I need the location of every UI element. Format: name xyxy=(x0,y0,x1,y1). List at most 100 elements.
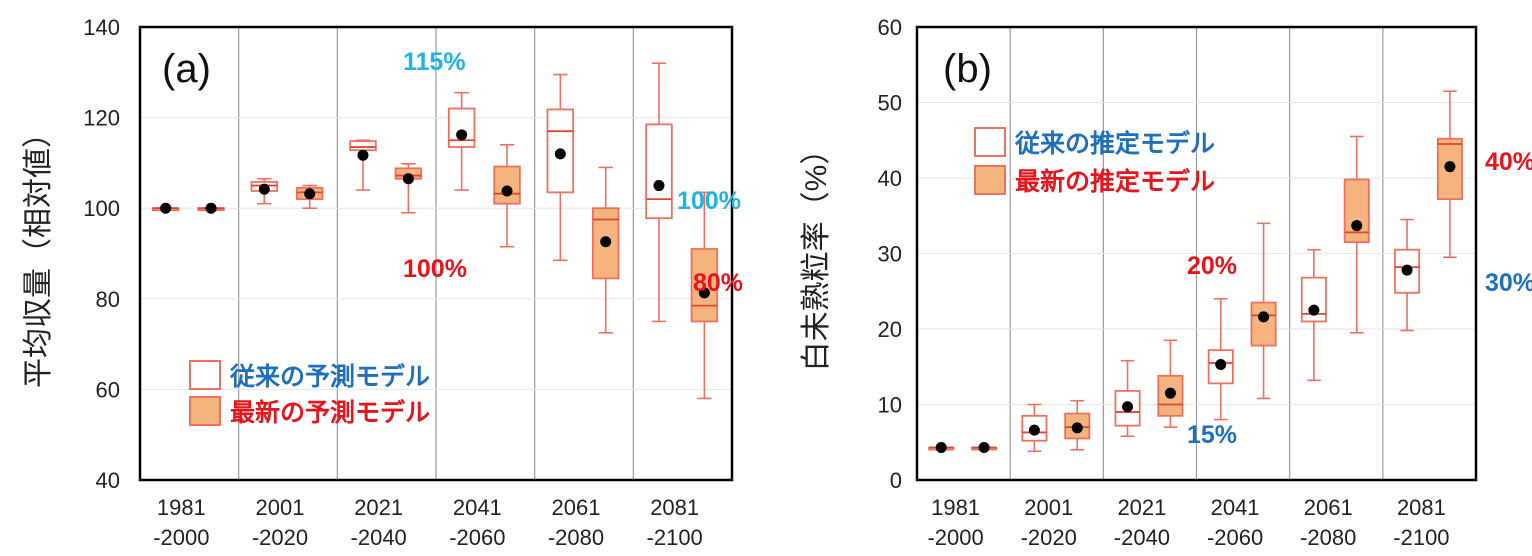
mean-point xyxy=(1308,304,1320,316)
x-tick-label-b-4: 2061 -2080 xyxy=(1300,495,1356,550)
legend-b: 従来の推定モデル 最新の推定モデル xyxy=(974,127,1215,196)
box-body xyxy=(546,108,575,194)
grid-lines-a xyxy=(140,27,732,480)
box-a-hollow-1 xyxy=(250,177,279,205)
box-body xyxy=(493,165,521,205)
x-tick-label-a-3: 2041 -2060 xyxy=(449,495,505,550)
box-body xyxy=(1157,374,1184,417)
x-tick-label-a-1: 2001 -2020 xyxy=(252,495,308,550)
y-tick-label-b-6: 60 xyxy=(878,15,902,40)
mean-point xyxy=(653,180,665,192)
box-a-filled-1 xyxy=(295,184,324,209)
mean-point xyxy=(1122,401,1134,413)
annotation-b-3: 40% xyxy=(1485,148,1532,176)
mean-point xyxy=(935,442,947,454)
y-axis-label-b: 白未熟粒率（%） xyxy=(800,135,833,372)
boxes-a xyxy=(151,62,719,400)
box-body xyxy=(645,123,673,220)
legend-swatch-filled-a xyxy=(189,396,221,426)
annotation-a-4: 80% xyxy=(693,269,743,297)
box-b-filled-0 xyxy=(971,442,998,454)
box-body xyxy=(447,107,476,148)
mean-point xyxy=(978,442,990,454)
mean-point xyxy=(1258,311,1270,323)
y-tick-label-b-5: 50 xyxy=(878,91,902,116)
box-b-hollow-2 xyxy=(1114,359,1141,438)
mean-point xyxy=(1351,220,1363,232)
mean-point xyxy=(600,236,612,248)
legend-swatch-filled-b xyxy=(974,165,1006,195)
x-tick-label-b-3: 2041 -2060 xyxy=(1207,495,1263,550)
mean-point xyxy=(205,202,217,214)
box-body xyxy=(690,248,719,323)
x-tick-label-b-2: 2021 -2040 xyxy=(1114,495,1170,550)
annotation-a-2: 100% xyxy=(403,255,467,283)
legend-label-filled-b: 最新の推定モデル xyxy=(1015,167,1215,196)
box-a-hollow-3 xyxy=(447,91,476,191)
mean-point xyxy=(304,188,316,200)
box-a-hollow-5 xyxy=(645,62,673,323)
boxes-b xyxy=(928,90,1463,454)
box-a-hollow-2 xyxy=(349,139,377,191)
y-axis-label-a: 平均収量（相対値） xyxy=(22,118,55,388)
chart-panel-a: 40 60 80 100 120 140 1981 -2000 2001 -2020 2021 -2… xyxy=(22,15,743,550)
mean-point xyxy=(554,148,566,160)
y-ticks-a: 40 60 80 100 120 140 xyxy=(83,15,120,493)
mean-point xyxy=(258,183,270,195)
y-tick-label-a-5: 140 xyxy=(83,15,120,40)
mean-point xyxy=(1401,264,1413,276)
legend-swatch-hollow-a xyxy=(189,360,221,390)
x-tick-label-a-5: 2081 -2100 xyxy=(647,495,703,550)
annotation-b-2: 15% xyxy=(1187,421,1237,449)
box-b-filled-4 xyxy=(1343,135,1370,334)
box-b-hollow-4 xyxy=(1300,248,1327,382)
y-ticks-b: 0 10 20 30 40 50 60 xyxy=(878,15,902,493)
x-ticks-a: 1981 -2000 2001 -2020 2021 -2040 2041 -2060 2061… xyxy=(153,495,703,550)
box-a-filled-2 xyxy=(394,163,423,214)
mean-point xyxy=(456,129,468,141)
mean-point xyxy=(357,149,369,161)
x-tick-label-a-2: 2021 -2040 xyxy=(351,495,407,550)
box-body xyxy=(1250,301,1277,347)
mean-point xyxy=(1444,161,1456,173)
y-tick-label-b-3: 30 xyxy=(878,242,902,267)
box-b-filled-3 xyxy=(1250,222,1277,400)
mean-point xyxy=(1028,424,1040,436)
plot-area-a xyxy=(138,25,734,482)
legend-label-hollow-b: 従来の推定モデル xyxy=(1014,129,1215,158)
box-a-filled-3 xyxy=(493,143,521,248)
box-a-hollow-4 xyxy=(546,73,575,262)
legend-swatch-hollow-b xyxy=(974,127,1006,157)
box-b-hollow-5 xyxy=(1394,218,1421,332)
box-b-filled-5 xyxy=(1436,90,1463,259)
y-tick-label-b-2: 20 xyxy=(878,317,902,342)
legend-label-hollow-a: 従来の予測モデル xyxy=(229,362,430,391)
mean-point xyxy=(160,202,172,214)
x-ticks-b: 1981 -2000 2001 -2020 2021 -2040 2041 -2060 2061… xyxy=(927,495,1449,550)
panel-label-b: (b) xyxy=(943,47,992,91)
x-tick-label-b-0: 1981 -2000 xyxy=(927,495,983,550)
box-a-filled-4 xyxy=(591,166,620,334)
mean-point xyxy=(698,287,710,299)
box-a-filled-0 xyxy=(197,202,225,214)
y-tick-label-a-0: 40 xyxy=(96,468,120,493)
annotation-b-1: 20% xyxy=(1187,252,1237,280)
panel-label-a: (a) xyxy=(162,47,211,91)
x-tick-label-b-5: 2081 -2100 xyxy=(1393,495,1449,550)
y-tick-label-a-2: 80 xyxy=(96,287,120,312)
box-a-filled-5 xyxy=(690,191,719,400)
annotation-a-1: 115% xyxy=(403,48,466,76)
box-body xyxy=(349,140,377,152)
grid-lines-b xyxy=(917,27,1476,480)
x-tick-label-a-0: 1981 -2000 xyxy=(153,495,209,550)
y-tick-label-b-4: 40 xyxy=(878,166,902,191)
y-tick-label-b-1: 10 xyxy=(878,393,902,418)
box-b-filled-2 xyxy=(1157,339,1184,428)
y-tick-label-a-4: 120 xyxy=(83,106,120,131)
annotation-b-4: 30% xyxy=(1485,269,1532,297)
y-tick-label-b-0: 0 xyxy=(890,468,902,493)
mean-point xyxy=(1071,422,1083,434)
box-b-hollow-1 xyxy=(1021,403,1048,453)
legend-label-filled-a: 最新の予測モデル xyxy=(230,398,430,427)
